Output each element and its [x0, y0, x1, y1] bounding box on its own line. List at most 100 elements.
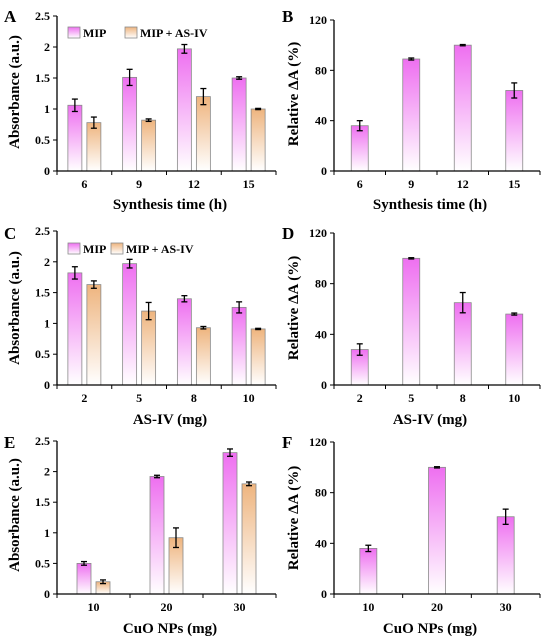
panel-c-ylabel: Absorbance (a.u.)	[7, 251, 23, 365]
error-bar-mip	[126, 258, 133, 269]
x-tick-label: 15	[508, 177, 520, 191]
bar-mip-asiv	[195, 327, 211, 386]
panel-d-letter: D	[282, 224, 294, 243]
bar-mip	[67, 272, 83, 386]
x-tick-label: 6	[357, 177, 363, 191]
error-bar-mip	[71, 98, 78, 113]
panel-a-ylabel: Absorbance (a.u.)	[7, 35, 23, 149]
x-tick-label: 30	[234, 600, 246, 614]
bar-relative	[453, 44, 472, 172]
bar-relative	[350, 125, 369, 172]
y-tick-label: 80	[315, 277, 327, 291]
y-tick-label: 1.5	[35, 495, 50, 509]
x-tick-label: 5	[408, 391, 414, 405]
panel-a: A Absorbance (a.u.) Synthesis time (h) M…	[4, 7, 277, 213]
y-tick-label: 2	[44, 255, 50, 269]
legend-asiv-swatch	[110, 242, 124, 255]
panel-b-plot: 0 40 80 120 6 9 12 15	[309, 13, 541, 191]
bar-mip	[122, 263, 138, 386]
y-tick-label: 80	[315, 63, 327, 77]
panel-c: C Absorbance (a.u.) AS-IV (mg) MIP MIP +…	[4, 224, 277, 428]
y-tick-label: 2.5	[35, 9, 50, 23]
y-tick-label: 2.5	[35, 224, 50, 238]
x-tick-label: 12	[188, 177, 200, 191]
panel-f-plot: 0 40 80 120 10 20 30	[309, 435, 541, 614]
bar-mip-asiv	[241, 483, 257, 595]
panel-f-ylabel: Relative ΔA (%)	[286, 466, 302, 570]
error-bar-mip-asiv	[200, 87, 207, 106]
y-tick-label: 0	[44, 378, 50, 392]
panel-b-xlabel: Synthesis time (h)	[373, 197, 487, 213]
legend-asiv-label: MIP + AS-IV	[126, 242, 194, 256]
error-bar-relative	[511, 82, 518, 99]
bar-relative	[359, 548, 378, 595]
x-tick-label: 9	[136, 177, 142, 191]
panel-a-plot: 0 0.5 1 1.5 2 2.5 6 9 12 15	[35, 9, 277, 191]
error-bar-mip	[126, 68, 133, 87]
error-bar-mip-asiv	[200, 325, 207, 330]
y-tick-label: 1	[44, 316, 50, 330]
panel-c-letter: C	[4, 224, 16, 243]
legend-mip-label: MIP	[83, 242, 106, 256]
bar-mip-asiv	[250, 328, 266, 386]
x-tick-label: 12	[457, 177, 469, 191]
error-bar-mip	[181, 295, 188, 303]
panel-f-letter: F	[282, 433, 292, 452]
bar-relative	[402, 257, 421, 386]
panel-e-ylabel: Absorbance (a.u.)	[7, 458, 23, 572]
error-bar-relative	[459, 43, 466, 47]
y-tick-label: 1	[44, 102, 50, 116]
x-tick-label: 6	[81, 177, 87, 191]
x-tick-label: 9	[408, 177, 414, 191]
panel-d: D Relative ΔA (%) AS-IV (mg) 0 40 80 120 2 5 8…	[282, 224, 541, 428]
bar-mip-asiv	[86, 122, 102, 172]
panel-f: F Relative ΔA (%) CuO NPs (mg) 0 40 80 120 1…	[282, 433, 541, 637]
panel-c-legend: MIP MIP + AS-IV	[67, 242, 194, 256]
x-tick-label: 10	[88, 600, 100, 614]
bar-mip-asiv	[86, 284, 102, 386]
bar-relative	[496, 516, 515, 595]
panel-e-plot: 0 0.5 1 1.5 2 2.5 10 20 30	[35, 434, 277, 614]
panel-d-ylabel: Relative ΔA (%)	[286, 256, 302, 360]
error-bar-mip	[236, 76, 243, 80]
y-tick-label: 1	[44, 526, 50, 540]
y-tick-label: 0	[321, 587, 327, 601]
legend-asiv-label: MIP + AS-IV	[140, 26, 208, 40]
y-tick-label: 0.5	[35, 133, 50, 147]
error-bar-relative	[356, 343, 363, 356]
error-bar-relative	[408, 57, 415, 61]
x-tick-label: 2	[357, 391, 363, 405]
y-tick-label: 40	[315, 114, 327, 128]
y-tick-label: 2.5	[35, 434, 50, 448]
legend-asiv-swatch	[124, 26, 138, 39]
error-bar-mip	[181, 43, 188, 54]
error-bar-mip-asiv	[90, 116, 97, 129]
bar-mip	[67, 104, 83, 172]
panel-e-xlabel: CuO NPs (mg)	[123, 621, 217, 637]
bar-mip	[231, 77, 247, 172]
panel-a-legend: MIP MIP + AS-IV	[67, 26, 208, 40]
error-bar-mip-asiv	[145, 301, 152, 321]
y-tick-label: 0	[44, 587, 50, 601]
y-tick-label: 2	[44, 40, 50, 54]
y-tick-label: 120	[309, 435, 327, 449]
bar-mip-asiv	[141, 310, 157, 386]
panel-a-xlabel: Synthesis time (h)	[113, 197, 227, 213]
panel-d-xlabel: AS-IV (mg)	[393, 412, 467, 428]
error-bar-mip-asiv	[100, 579, 106, 585]
error-bar-relative	[408, 257, 415, 260]
bar-mip-asiv	[195, 96, 211, 172]
x-tick-label: 10	[508, 391, 520, 405]
bar-relative	[402, 58, 421, 172]
error-bar-mip-asiv	[255, 107, 262, 111]
bar-mip	[76, 563, 92, 595]
x-tick-label: 20	[431, 600, 443, 614]
y-tick-label: 80	[315, 486, 327, 500]
error-bar-relative	[365, 544, 372, 553]
bar-mip-asiv	[141, 119, 157, 172]
y-tick-label: 0.5	[35, 347, 50, 361]
error-bar-mip-asiv	[145, 118, 152, 123]
bar-relative	[453, 302, 472, 386]
error-bar-mip	[236, 301, 243, 314]
panel-c-xlabel: AS-IV (mg)	[133, 412, 207, 428]
